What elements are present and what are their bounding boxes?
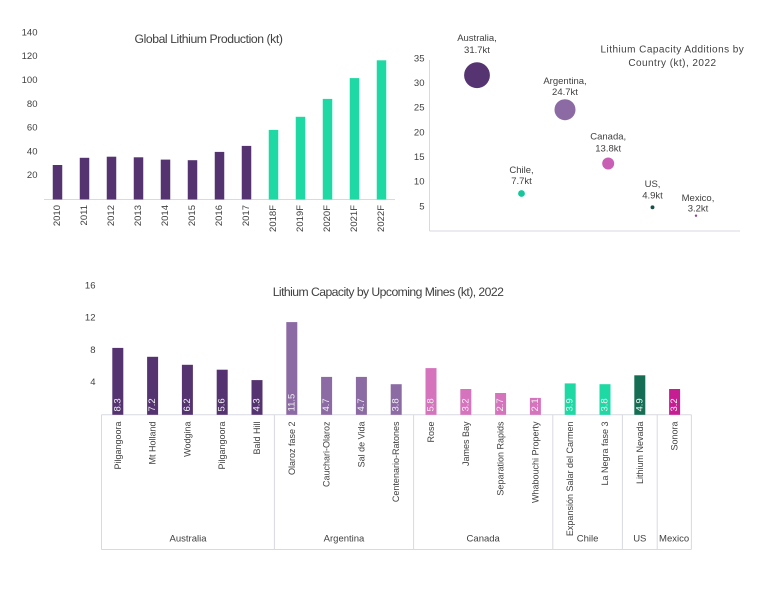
svg-text:5: 5 [419, 201, 424, 212]
svg-text:Argentina,: Argentina, [543, 76, 586, 87]
svg-text:5.6: 5.6 [217, 398, 228, 411]
svg-text:Mt Holland: Mt Holland [148, 422, 158, 465]
svg-text:Centenario-Ratones: Centenario-Ratones [391, 421, 401, 502]
svg-text:3.2: 3.2 [460, 398, 471, 411]
svg-text:2021F: 2021F [349, 205, 360, 232]
svg-text:2013: 2013 [133, 205, 144, 226]
svg-text:Sal de Vida: Sal de Vida [356, 422, 366, 468]
svg-text:Global Lithium Production (kt): Global Lithium Production (kt) [135, 32, 283, 46]
svg-text:Australia,: Australia, [457, 33, 497, 44]
svg-text:Lithium Capacity Additions by: Lithium Capacity Additions by [601, 45, 745, 56]
svg-text:7.7kt: 7.7kt [511, 176, 532, 187]
svg-text:4.7: 4.7 [321, 398, 332, 411]
svg-text:4.9: 4.9 [634, 398, 645, 411]
svg-text:Lithium Capacity by Upcoming M: Lithium Capacity by Upcoming Mines (kt),… [273, 285, 504, 299]
svg-text:US: US [633, 534, 646, 545]
svg-text:80: 80 [27, 99, 38, 110]
svg-text:James Bay: James Bay [461, 421, 471, 466]
svg-text:6.2: 6.2 [182, 398, 193, 411]
svg-text:4.3: 4.3 [252, 398, 263, 411]
svg-text:2015: 2015 [187, 205, 198, 226]
svg-text:20: 20 [27, 170, 38, 181]
svg-text:2.7: 2.7 [495, 398, 506, 411]
svg-text:25: 25 [414, 103, 425, 114]
svg-text:31.7kt: 31.7kt [464, 45, 490, 56]
svg-text:2019F: 2019F [295, 205, 306, 232]
svg-text:3.2kt: 3.2kt [688, 204, 709, 215]
svg-text:3.8: 3.8 [600, 398, 611, 411]
svg-text:40: 40 [27, 146, 38, 157]
svg-text:7.2: 7.2 [147, 398, 158, 411]
svg-text:Chile,: Chile, [509, 165, 533, 176]
svg-text:2022F: 2022F [376, 205, 387, 232]
svg-text:20: 20 [414, 127, 425, 138]
svg-text:Separation Rapids: Separation Rapids [496, 421, 506, 496]
svg-text:Rose: Rose [426, 422, 436, 443]
svg-text:10: 10 [414, 177, 425, 188]
svg-text:Sonora: Sonora [670, 422, 680, 451]
svg-text:4.7: 4.7 [356, 398, 367, 411]
svg-text:4.9kt: 4.9kt [642, 191, 663, 202]
svg-text:35: 35 [414, 54, 425, 65]
svg-text:Pilgangoora: Pilgangoora [217, 422, 227, 470]
svg-text:12: 12 [85, 313, 96, 324]
svg-text:Mexico,: Mexico, [682, 193, 715, 204]
svg-text:11.5: 11.5 [286, 394, 297, 412]
svg-text:3.8: 3.8 [391, 398, 402, 411]
svg-text:Expansión Salar del Carmen: Expansión Salar del Carmen [565, 422, 575, 537]
svg-text:Cauchari-Olaroz: Cauchari-Olaroz [322, 421, 332, 487]
svg-text:8.3: 8.3 [112, 398, 123, 411]
svg-text:16: 16 [85, 280, 96, 291]
svg-text:24.7kt: 24.7kt [552, 87, 578, 98]
svg-text:3.9: 3.9 [565, 398, 576, 411]
svg-text:2020F: 2020F [322, 205, 333, 232]
svg-text:2017: 2017 [241, 205, 252, 226]
svg-text:Canada,: Canada, [590, 131, 626, 142]
svg-text:60: 60 [27, 123, 38, 134]
svg-text:La Negra fase 3: La Negra fase 3 [600, 422, 610, 486]
svg-text:Whabouchi Property: Whabouchi Property [530, 421, 540, 503]
svg-text:Mexico: Mexico [659, 534, 689, 545]
svg-text:Canada: Canada [467, 534, 501, 545]
svg-text:2018F: 2018F [268, 205, 279, 232]
svg-text:Bald Hill: Bald Hill [252, 422, 262, 455]
svg-text:2.1: 2.1 [530, 398, 541, 411]
svg-text:US,: US, [645, 179, 661, 190]
svg-text:13.8kt: 13.8kt [595, 143, 621, 154]
svg-text:Lithium Nevada: Lithium Nevada [635, 422, 645, 485]
svg-text:2016: 2016 [214, 205, 225, 226]
svg-text:Chile: Chile [577, 534, 599, 545]
svg-text:4: 4 [90, 377, 95, 388]
svg-text:5.8: 5.8 [426, 398, 437, 411]
svg-text:2011: 2011 [79, 205, 90, 225]
svg-text:Pilgangoora: Pilgangoora [113, 422, 123, 470]
svg-text:100: 100 [22, 75, 38, 86]
svg-text:15: 15 [414, 152, 425, 163]
svg-text:3.2: 3.2 [669, 398, 680, 411]
svg-text:8: 8 [90, 345, 95, 356]
svg-text:2010: 2010 [52, 205, 63, 226]
svg-text:2012: 2012 [106, 205, 117, 226]
svg-text:Country (kt), 2022: Country (kt), 2022 [628, 58, 716, 69]
svg-text:Wodgina: Wodgina [182, 422, 192, 457]
svg-text:Olaroz fase 2: Olaroz fase 2 [287, 422, 297, 476]
svg-text:120: 120 [22, 51, 38, 62]
svg-text:30: 30 [414, 78, 425, 89]
svg-text:Australia: Australia [170, 534, 208, 545]
svg-text:2014: 2014 [160, 205, 171, 226]
svg-text:140: 140 [22, 27, 38, 38]
svg-text:Argentina: Argentina [324, 534, 365, 545]
